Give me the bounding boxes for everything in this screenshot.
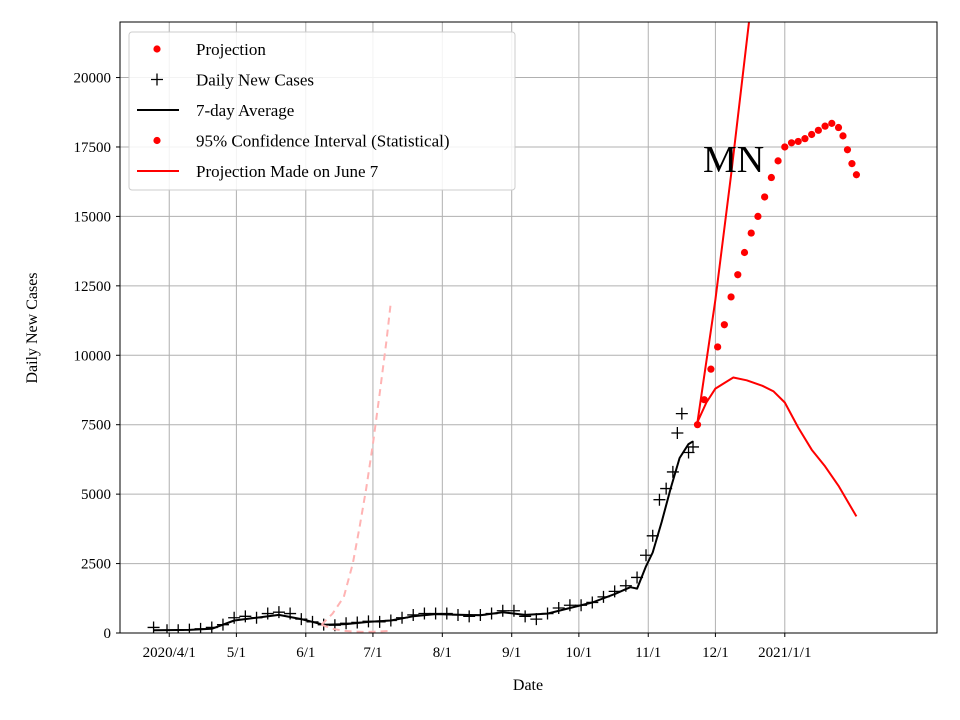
data-point-projection [740,248,749,257]
series-line-95-confidence-interval-statistical-upper [696,22,750,423]
data-point-projection [761,193,769,201]
data-point-daily-new-cases [671,427,684,440]
data-point-daily-new-cases [675,407,688,420]
data-point-daily-new-cases [519,610,532,623]
x-tick-label: 7/1 [363,645,382,661]
legend-label: 7-day Average [196,101,294,120]
data-point-projection [848,160,856,168]
data-point-projection [714,343,722,351]
data-point-daily-new-cases [552,602,565,615]
y-tick-label: 2500 [81,557,111,573]
data-point-daily-new-cases [653,493,666,506]
y-tick-label: 5000 [81,487,111,503]
x-tick-label: 2020/4/1 [143,645,196,661]
data-point-daily-new-cases [563,599,576,612]
data-point-projection [828,119,836,127]
data-point-daily-new-cases [640,549,653,562]
axes: 2020/4/1 5/1 6/1 7/1 8/1 9/1 10/1 11/1 12/1 2021/… [74,71,812,661]
data-point-projection [720,321,728,329]
data-point-daily-new-cases [507,604,520,617]
data-point-projection [707,365,715,373]
x-tick-label: 9/1 [502,645,521,661]
data-point-daily-new-cases [418,607,431,620]
data-point-projection [801,135,809,143]
legend-marker [153,136,161,145]
y-tick-label: 0 [104,626,112,642]
y-tick-label: 12500 [74,279,112,295]
plot-frame [119,21,938,634]
x-axis-label: Date [513,677,543,694]
data-point-projection [852,171,861,179]
series-line-projection-made-on-june-7-upper [320,302,392,626]
legend-entry-daily-new-cases: Daily New Cases [151,71,314,90]
y-axis-label: Daily New Cases [24,272,41,383]
y-tick-label: 7500 [81,418,111,434]
x-tick-label: 2021/1/1 [758,645,811,661]
data-point-projection [774,157,782,165]
legend: Projection Daily New Cases 7-day Average 95… [128,31,516,191]
data-point-projection [754,212,762,221]
data-point-daily-new-cases [687,440,700,453]
data-point-daily-new-cases [228,611,241,624]
chart-annotation: MN [703,139,764,181]
plot-area [147,22,861,633]
y-tick-label: 10000 [74,348,112,364]
legend-box [128,31,516,191]
data-point-projection [781,143,789,151]
data-point-projection [843,146,852,154]
data-point-projection [734,271,742,279]
data-point-daily-new-cases [496,604,509,617]
data-point-daily-new-cases [666,465,679,478]
data-point-projection [834,123,843,132]
data-point-projection [794,137,802,146]
data-point-projection [693,421,702,429]
data-point-projection [767,173,775,182]
legend-label: Daily New Cases [196,71,314,90]
data-point-daily-new-cases [272,606,285,619]
data-point-daily-new-cases [239,610,252,623]
legend-marker [153,45,161,53]
legend-entry-95-confidence-interval-statistical: 95% Confidence Interval (Statistical) [153,132,450,151]
x-tick-label: 5/1 [227,645,246,661]
legend-label: Projection Made on June 7 [196,162,379,181]
x-tick-label: 6/1 [296,645,315,661]
y-tick-label: 17500 [74,140,112,156]
y-tick-label: 20000 [74,71,112,87]
legend-entry-7-day-average: 7-day Average [137,101,294,120]
y-tick-label: 15000 [74,209,112,225]
data-point-projection [787,139,796,147]
data-point-projection [839,132,847,140]
data-point-daily-new-cases [147,621,160,633]
data-point-daily-new-cases [261,607,274,620]
legend-entry-projection-made-on-june-7: Projection Made on June 7 [137,162,379,181]
series-line-95-confidence-interval-statistical-lower [696,376,858,517]
x-tick-label: 12/1 [702,645,729,661]
legend-entry-projection: Projection [153,40,266,59]
data-point-projection [814,126,822,134]
data-point-daily-new-cases [463,610,476,623]
data-point-projection [808,130,816,139]
legend-label: Projection [196,40,266,59]
data-point-projection [727,293,735,301]
series-line-7-day-average [153,440,694,632]
legend-marker [151,73,163,86]
data-point-projection [821,122,829,130]
x-tick-label: 11/1 [635,645,661,661]
legend-label: 95% Confidence Interval (Statistical) [196,132,450,151]
x-tick-label: 10/1 [566,645,593,661]
x-tick-label: 8/1 [433,645,452,661]
data-point-projection [747,229,755,237]
